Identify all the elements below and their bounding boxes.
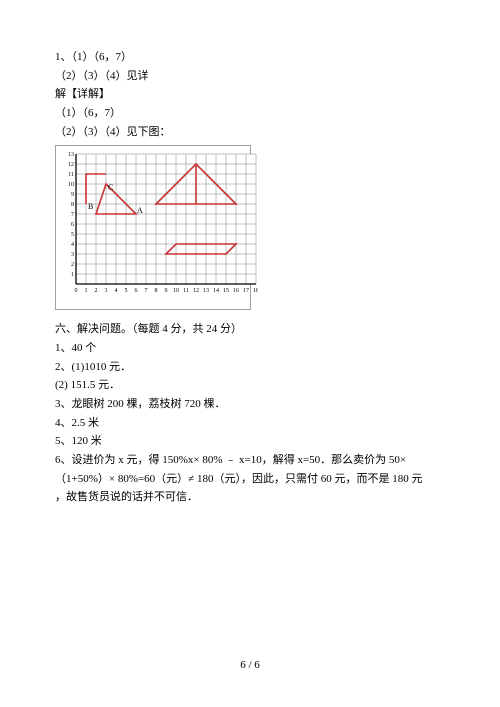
svg-text:9: 9 xyxy=(165,288,168,294)
q6-answer-l1: 6、设进价为 x 元，得 150%x× 80% ﹣ x=10，解得 x=50．那… xyxy=(55,451,445,470)
svg-text:5: 5 xyxy=(71,232,74,238)
q6-answer-l2: （1+50%）× 80%=60（元）≠ 180（元），因此，只需付 60 元，而… xyxy=(55,470,445,489)
svg-text:10: 10 xyxy=(173,288,179,294)
svg-text:6: 6 xyxy=(135,288,138,294)
svg-text:18: 18 xyxy=(253,288,258,294)
q4-answer: 4、2.5 米 xyxy=(55,414,445,433)
svg-text:8: 8 xyxy=(71,202,74,208)
svg-text:A: A xyxy=(137,206,143,215)
grid-svg: 0123456789101112131415161718123456789101… xyxy=(62,152,258,296)
svg-text:11: 11 xyxy=(183,288,189,294)
answer-line-1: 1、（1）（6，7） xyxy=(55,48,445,67)
svg-text:1: 1 xyxy=(71,272,74,278)
q3-answer: 3、龙眼树 200 棵，荔枝树 720 棵． xyxy=(55,395,445,414)
svg-text:2: 2 xyxy=(71,262,74,268)
q5-answer: 5、120 米 xyxy=(55,432,445,451)
svg-text:13: 13 xyxy=(203,288,209,294)
svg-text:15: 15 xyxy=(223,288,229,294)
answer-line-2: （2）（3）（4）见详 xyxy=(55,67,445,86)
svg-text:4: 4 xyxy=(115,288,118,294)
svg-text:6: 6 xyxy=(71,222,74,228)
svg-text:7: 7 xyxy=(145,288,148,294)
page-number: 6 / 6 xyxy=(0,656,500,675)
svg-text:5: 5 xyxy=(125,288,128,294)
svg-text:B: B xyxy=(88,202,93,211)
q2-answer-1: 2、(1)1010 元． xyxy=(55,358,445,377)
svg-text:9: 9 xyxy=(71,192,74,198)
q6-answer-l3: ，故售货员说的话并不可信． xyxy=(55,488,445,507)
svg-text:0: 0 xyxy=(75,288,78,294)
q2-answer-2: (2) 151.5 元． xyxy=(55,376,445,395)
svg-text:11: 11 xyxy=(68,172,74,178)
svg-text:12: 12 xyxy=(68,162,74,168)
svg-text:16: 16 xyxy=(233,288,239,294)
svg-text:2: 2 xyxy=(95,288,98,294)
svg-text:C: C xyxy=(108,183,113,192)
svg-text:4: 4 xyxy=(71,242,74,248)
answer-line-5: （2）（3）（4）见下图： xyxy=(55,123,445,142)
section-6-heading: 六、解决问题。（每题 4 分，共 24 分） xyxy=(55,320,445,339)
svg-text:8: 8 xyxy=(155,288,158,294)
svg-text:3: 3 xyxy=(105,288,108,294)
svg-text:3: 3 xyxy=(71,252,74,258)
svg-text:17: 17 xyxy=(243,288,249,294)
answer-explain-heading: 解【详解】 xyxy=(55,85,445,104)
svg-text:1: 1 xyxy=(85,288,88,294)
grid-diagram: 0123456789101112131415161718123456789101… xyxy=(55,145,251,310)
svg-text:10: 10 xyxy=(68,182,74,188)
svg-text:13: 13 xyxy=(68,152,74,158)
svg-text:12: 12 xyxy=(193,288,199,294)
answer-line-4: （1）（6，7） xyxy=(55,104,445,123)
svg-text:14: 14 xyxy=(213,288,219,294)
q1-answer: 1、40 个 xyxy=(55,339,445,358)
svg-text:7: 7 xyxy=(71,212,74,218)
